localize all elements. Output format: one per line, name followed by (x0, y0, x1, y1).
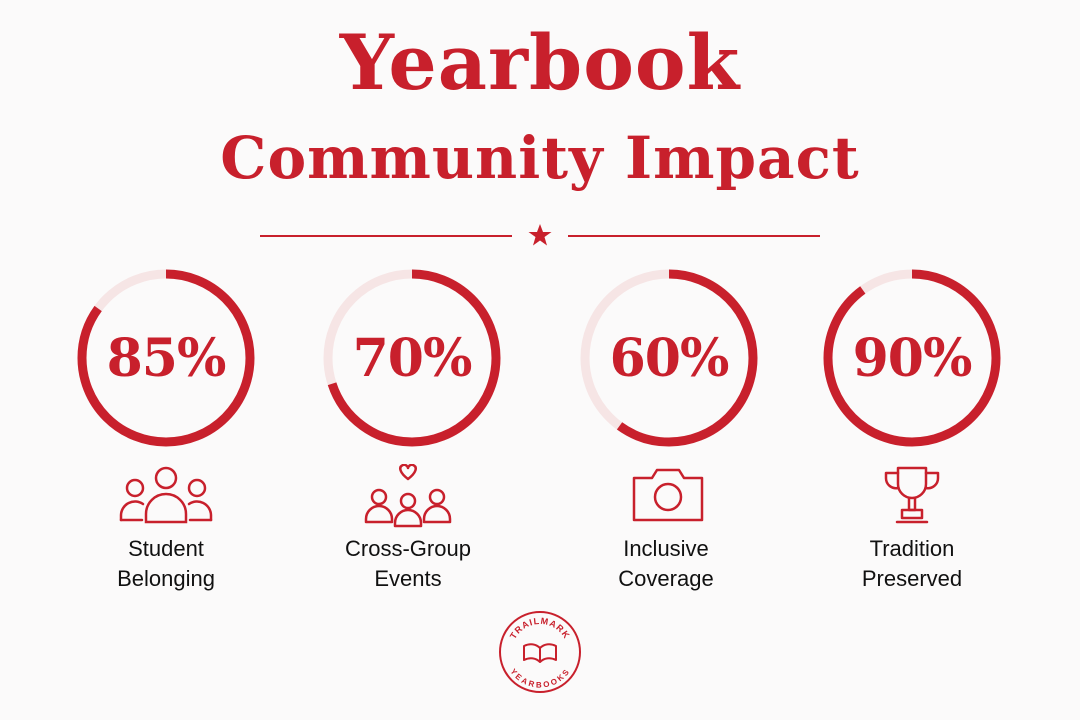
progress-ring (77, 269, 255, 447)
stat-student-belonging: 85% (76, 268, 256, 448)
page-title: Yearbook (339, 18, 741, 107)
stat-percentage: 70% (352, 327, 473, 389)
progress-arc (580, 269, 758, 447)
stat-label: Student Belonging (56, 534, 276, 594)
stat-label-line1: Student (128, 536, 204, 561)
stat-cross-group-events: 70% (322, 268, 502, 448)
group-heart-icon (364, 464, 452, 528)
stat-inclusive-coverage: 60% (579, 268, 759, 448)
stat-label: Tradition Preserved (802, 534, 1022, 594)
page-subtitle: Community Impact (220, 124, 860, 192)
stat-label: Inclusive Coverage (556, 534, 776, 594)
stat-label-line1: Tradition (869, 536, 955, 561)
stat-percentage: 60% (609, 327, 730, 389)
stat-label: Cross-Group Events (298, 534, 518, 594)
stat-percentage: 90% (852, 327, 973, 389)
progress-arc (323, 269, 501, 447)
progress-arc (77, 269, 255, 447)
stat-label-line2: Events (374, 566, 442, 591)
book-icon (523, 643, 557, 663)
stat-label-line2: Coverage (618, 566, 714, 591)
camera-icon (632, 468, 704, 522)
divider-left (260, 235, 512, 237)
progress-ring (580, 269, 758, 447)
progress-arc (823, 269, 1001, 447)
stat-label-line2: Preserved (861, 566, 963, 591)
stat-tradition-preserved: 90% (822, 268, 1002, 448)
trailmark-logo: TRAILMARK YEARBOOKS (499, 611, 581, 693)
progress-ring (823, 269, 1001, 447)
group-icon (119, 466, 213, 524)
stat-label-line2: Belonging (117, 566, 215, 591)
progress-ring (323, 269, 501, 447)
stat-label-line1: Inclusive (623, 536, 709, 561)
stat-label-line1: Cross-Group (345, 536, 471, 561)
star-icon (528, 224, 552, 246)
trophy-icon (884, 466, 940, 524)
divider-right (568, 235, 820, 237)
stat-percentage: 85% (106, 327, 227, 389)
